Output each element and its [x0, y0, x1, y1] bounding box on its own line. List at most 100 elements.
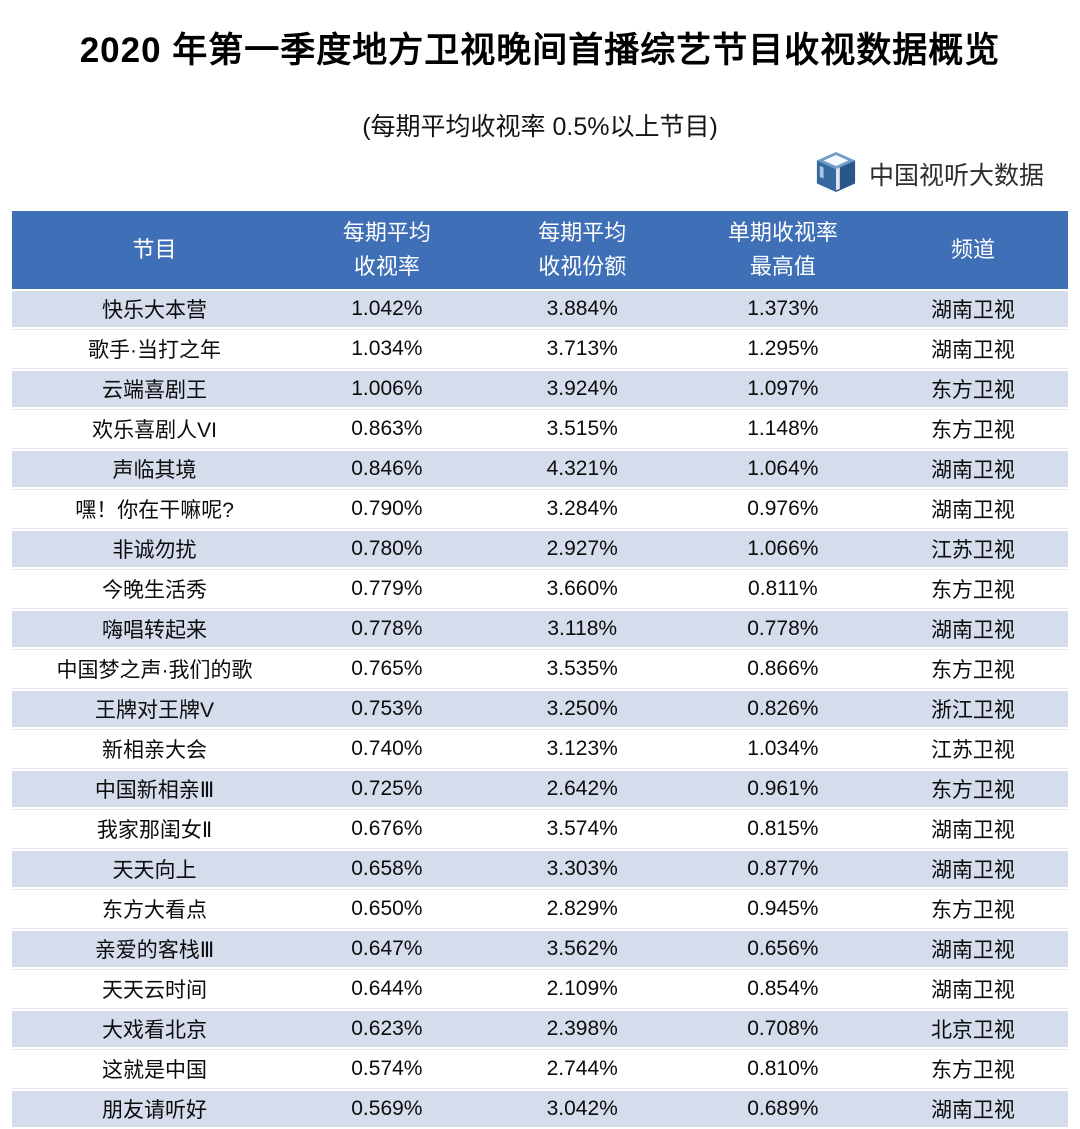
cell-avg-share: 3.123%: [476, 729, 688, 769]
table-row: 今晚生活秀 0.779% 3.660% 0.811% 东方卫视: [12, 569, 1068, 609]
brand: 中国视听大数据: [0, 151, 1080, 197]
ratings-table: 节目 每期平均 收视率 每期平均 收视份额 单期收视率 最高值 频道 快乐大本营 1.042% 3…: [12, 211, 1068, 1129]
cell-max-rating: 0.854%: [687, 969, 878, 1009]
table-row: 我家那闺女Ⅱ 0.676% 3.574% 0.815% 湖南卫视: [12, 809, 1068, 849]
cell-program: 朋友请听好: [12, 1089, 298, 1129]
cell-max-rating: 0.877%: [687, 849, 878, 889]
cell-program: 声临其境: [12, 449, 298, 489]
cell-avg-rating: 0.725%: [297, 769, 477, 809]
table-row: 大戏看北京 0.623% 2.398% 0.708% 北京卫视: [12, 1009, 1068, 1049]
cell-program: 中国新相亲Ⅲ: [12, 769, 298, 809]
table-row: 天天云时间 0.644% 2.109% 0.854% 湖南卫视: [12, 969, 1068, 1009]
cell-max-rating: 0.656%: [687, 929, 878, 969]
cell-program: 天天向上: [12, 849, 298, 889]
column-header-avg-rating: 每期平均 收视率: [297, 211, 477, 289]
brand-name: 中国视听大数据: [868, 162, 1044, 190]
cell-channel: 湖南卫视: [877, 289, 1068, 329]
cell-channel: 东方卫视: [877, 569, 1068, 609]
cell-max-rating: 0.945%: [687, 889, 878, 929]
cell-program: 亲爱的客栈Ⅲ: [12, 929, 298, 969]
table-row: 亲爱的客栈Ⅲ 0.647% 3.562% 0.656% 湖南卫视: [12, 929, 1068, 969]
cell-program: 新相亲大会: [12, 729, 298, 769]
cell-channel: 湖南卫视: [877, 489, 1068, 529]
cell-avg-share: 3.118%: [476, 609, 688, 649]
cell-program: 快乐大本营: [12, 289, 298, 329]
cube-logo-icon: [815, 150, 857, 199]
cell-avg-rating: 0.780%: [297, 529, 477, 569]
cell-program: 中国梦之声·我们的歌: [12, 649, 298, 689]
cell-program: 这就是中国: [12, 1049, 298, 1089]
column-header-line: 每期平均: [538, 219, 627, 245]
table-row: 歌手·当打之年 1.034% 3.713% 1.295% 湖南卫视: [12, 329, 1068, 369]
cell-avg-rating: 1.006%: [297, 369, 477, 409]
cell-avg-rating: 0.779%: [297, 569, 477, 609]
cell-max-rating: 1.295%: [687, 329, 878, 369]
cell-avg-rating: 1.042%: [297, 289, 477, 329]
cell-max-rating: 1.066%: [687, 529, 878, 569]
cell-avg-rating: 0.650%: [297, 889, 477, 929]
column-header-line: 收视率: [353, 254, 420, 279]
cell-channel: 江苏卫视: [877, 529, 1068, 569]
column-header-program: 节目: [12, 211, 298, 289]
cell-program: 云端喜剧王: [12, 369, 298, 409]
table-row: 快乐大本营 1.042% 3.884% 1.373% 湖南卫视: [12, 289, 1068, 329]
cell-avg-share: 3.515%: [476, 409, 688, 449]
cell-avg-rating: 0.644%: [297, 969, 477, 1009]
column-header-line: 单期收视率: [727, 219, 838, 245]
cell-max-rating: 0.708%: [687, 1009, 878, 1049]
cell-max-rating: 0.961%: [687, 769, 878, 809]
cell-max-rating: 0.976%: [687, 489, 878, 529]
cell-avg-share: 2.398%: [476, 1009, 688, 1049]
cell-max-rating: 0.811%: [687, 569, 878, 609]
table-row: 王牌对王牌V 0.753% 3.250% 0.826% 浙江卫视: [12, 689, 1068, 729]
table-row: 欢乐喜剧人VI 0.863% 3.515% 1.148% 东方卫视: [12, 409, 1068, 449]
page-subtitle: (每期平均收视率 0.5%以上节目): [362, 113, 718, 141]
cell-channel: 东方卫视: [877, 409, 1068, 449]
cell-channel: 东方卫视: [877, 649, 1068, 689]
cell-avg-share: 4.321%: [476, 449, 688, 489]
header-row: 节目 每期平均 收视率 每期平均 收视份额 单期收视率 最高值 频道: [12, 211, 1068, 289]
cell-channel: 东方卫视: [877, 889, 1068, 929]
cell-program: 欢乐喜剧人VI: [12, 409, 298, 449]
cell-avg-share: 2.927%: [476, 529, 688, 569]
page-title: 2020 年第一季度地方卫视晚间首播综艺节目收视数据概览: [79, 31, 1001, 70]
cell-program: 大戏看北京: [12, 1009, 298, 1049]
table-row: 非诚勿扰 0.780% 2.927% 1.066% 江苏卫视: [12, 529, 1068, 569]
table-row: 中国新相亲Ⅲ 0.725% 2.642% 0.961% 东方卫视: [12, 769, 1068, 809]
cell-channel: 东方卫视: [877, 1049, 1068, 1089]
cell-program: 王牌对王牌V: [12, 689, 298, 729]
column-header-line: 节目: [132, 236, 177, 262]
cell-channel: 湖南卫视: [877, 1089, 1068, 1129]
cell-avg-rating: 0.846%: [297, 449, 477, 489]
cell-program: 嘿！你在干嘛呢?: [12, 489, 298, 529]
cell-channel: 东方卫视: [877, 369, 1068, 409]
table-row: 声临其境 0.846% 4.321% 1.064% 湖南卫视: [12, 449, 1068, 489]
cell-avg-share: 2.109%: [476, 969, 688, 1009]
cell-avg-rating: 0.623%: [297, 1009, 477, 1049]
cell-max-rating: 1.064%: [687, 449, 878, 489]
cell-program: 非诚勿扰: [12, 529, 298, 569]
cell-avg-share: 3.250%: [476, 689, 688, 729]
cell-avg-share: 3.562%: [476, 929, 688, 969]
cell-avg-rating: 0.569%: [297, 1089, 477, 1129]
cell-max-rating: 1.034%: [687, 729, 878, 769]
cell-avg-rating: 0.765%: [297, 649, 477, 689]
cell-avg-rating: 1.034%: [297, 329, 477, 369]
cell-avg-share: 3.042%: [476, 1089, 688, 1129]
cell-channel: 湖南卫视: [877, 849, 1068, 889]
cell-avg-rating: 0.647%: [297, 929, 477, 969]
cell-avg-rating: 0.753%: [297, 689, 477, 729]
cell-channel: 湖南卫视: [877, 969, 1068, 1009]
cell-channel: 浙江卫视: [877, 689, 1068, 729]
cell-avg-share: 2.744%: [476, 1049, 688, 1089]
cell-avg-share: 3.660%: [476, 569, 688, 609]
cell-avg-share: 3.535%: [476, 649, 688, 689]
cell-max-rating: 0.866%: [687, 649, 878, 689]
cell-avg-rating: 0.740%: [297, 729, 477, 769]
cell-program: 歌手·当打之年: [12, 329, 298, 369]
cell-avg-rating: 0.863%: [297, 409, 477, 449]
table-row: 中国梦之声·我们的歌 0.765% 3.535% 0.866% 东方卫视: [12, 649, 1068, 689]
cell-channel: 江苏卫视: [877, 729, 1068, 769]
cell-avg-rating: 0.790%: [297, 489, 477, 529]
